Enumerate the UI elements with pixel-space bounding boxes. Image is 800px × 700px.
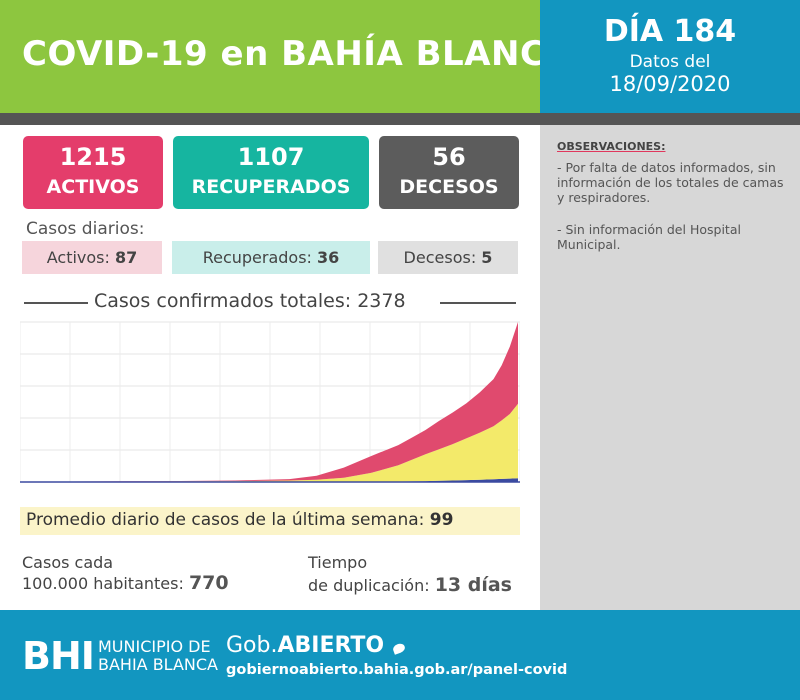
weekly-average-value: 99	[429, 510, 454, 530]
per-100k-line2: 100.000 habitantes:	[22, 574, 184, 593]
daily-recuperados: Recuperados: 36	[172, 241, 370, 274]
decesos-label: DECESOS	[399, 176, 499, 198]
page-title: COVID-19 en BAHÍA BLANCA	[22, 34, 573, 74]
day-counter: DÍA 184	[603, 14, 737, 49]
daily-decesos-label: Decesos:	[403, 248, 477, 267]
activos-label: ACTIVOS	[46, 176, 140, 198]
per-100k-line1: Casos cada	[22, 553, 114, 572]
observations-title: OBSERVACIONES:	[557, 140, 666, 153]
weekly-average: Promedio diario de casos de la última se…	[26, 510, 453, 530]
daily-recuperados-label: Recuperados:	[202, 248, 312, 267]
divider	[0, 113, 800, 125]
series-area-recuperados	[20, 403, 518, 482]
daily-activos-label: Activos:	[46, 248, 110, 267]
doubling-line2: de duplicación:	[308, 576, 430, 595]
header-banner	[0, 0, 540, 113]
municipio-line2: BAHIA BLANCA	[98, 655, 218, 674]
bhi-logo: BHI	[22, 634, 95, 678]
cases-chart	[20, 321, 520, 483]
activos-value: 1215	[59, 143, 127, 171]
day-panel: DÍA 184 Datos del 18/09/2020	[540, 0, 800, 113]
total-cases-label: Casos confirmados totales:	[94, 290, 352, 312]
daily-cases-title: Casos diarios:	[26, 219, 145, 239]
rule-left	[24, 302, 88, 304]
datos-label: Datos del	[629, 52, 711, 72]
weekly-average-bar	[20, 507, 520, 535]
decesos-value: 56	[432, 143, 466, 171]
observation-item: - Por falta de datos informados, sin inf…	[557, 160, 784, 205]
recuperados-card: 1107 RECUPERADOS	[173, 136, 369, 209]
recuperados-label: RECUPERADOS	[191, 176, 351, 198]
report-date: 18/09/2020	[609, 72, 731, 96]
observations-panel	[540, 125, 800, 610]
footer	[0, 610, 800, 700]
daily-activos: Activos: 87	[22, 241, 162, 274]
observation-item: - Sin información del Hospital Municipal…	[557, 222, 741, 252]
daily-decesos-value: 5	[481, 248, 493, 267]
daily-decesos: Decesos: 5	[378, 241, 518, 274]
daily-activos-value: 87	[115, 248, 138, 267]
municipio-line1: MUNICIPIO DE	[98, 637, 211, 656]
per-100k: 100.000 habitantes: 770	[22, 572, 229, 594]
recuperados-value: 1107	[237, 143, 305, 171]
activos-card: 1215 ACTIVOS	[23, 136, 163, 209]
total-cases: Casos confirmados totales: 2378	[94, 290, 406, 312]
doubling: de duplicación: 13 días	[308, 574, 512, 596]
doubling-value: 13 días	[434, 574, 512, 596]
total-cases-value: 2378	[357, 290, 406, 312]
rule-right	[440, 302, 516, 304]
panel-url[interactable]: gobiernoabierto.bahia.gob.ar/panel-covid	[226, 662, 568, 678]
weekly-average-label: Promedio diario de casos de la última se…	[26, 510, 425, 530]
decesos-card: 56 DECESOS	[379, 136, 519, 209]
doubling-line1: Tiempo	[308, 553, 368, 572]
gob-prefix: Gob.	[226, 633, 278, 658]
gob-abierto-logo: Gob.ABIERTO	[226, 633, 384, 658]
per-100k-value: 770	[188, 572, 229, 594]
gob-bold: ABIERTO	[277, 633, 385, 658]
daily-recuperados-value: 36	[317, 248, 340, 267]
